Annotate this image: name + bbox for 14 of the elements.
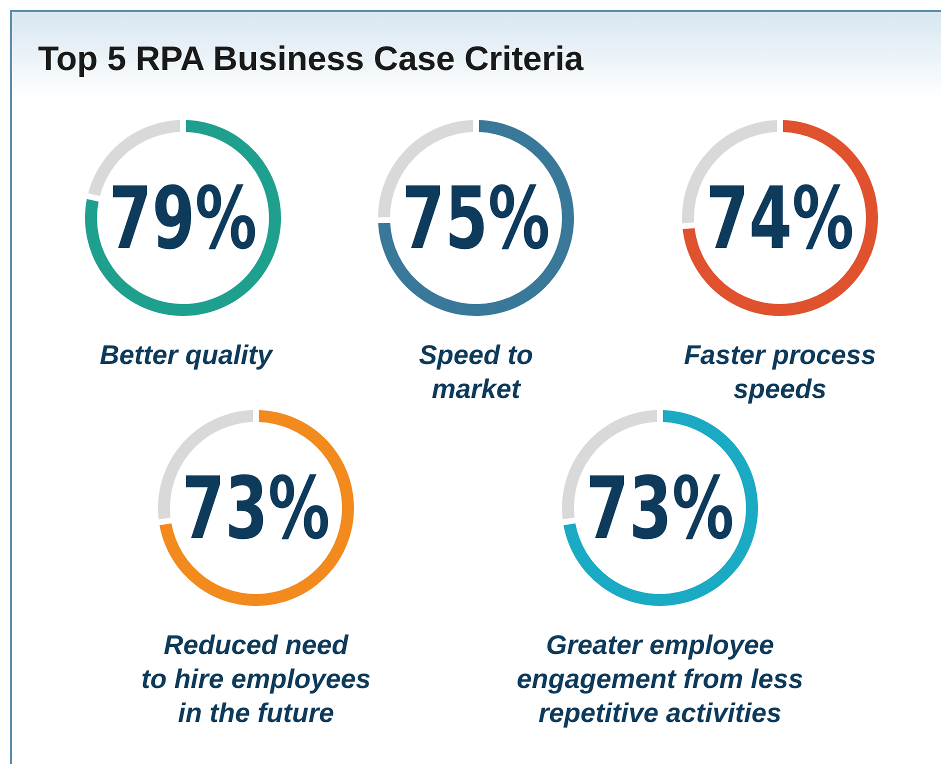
chart-title: Top 5 RPA Business Case Criteria	[38, 40, 585, 78]
data-label: 73%	[182, 458, 330, 559]
data-label: 74%	[706, 168, 854, 269]
donut-slice	[682, 120, 878, 316]
donut-slice	[85, 120, 281, 316]
slice-label: Greater employee engagement from less repetitive activities	[516, 630, 804, 728]
data-label: 75%	[402, 168, 550, 269]
slice-label: Faster process speeds	[684, 340, 876, 404]
slice-label: Speed to market	[418, 340, 534, 404]
data-label: 73%	[586, 458, 734, 559]
slice-label: Better quality	[100, 340, 274, 370]
slice-label: Reduced need to hire employees in the future	[141, 630, 371, 728]
donut-slice	[378, 120, 574, 316]
data-label: 79%	[108, 168, 258, 269]
